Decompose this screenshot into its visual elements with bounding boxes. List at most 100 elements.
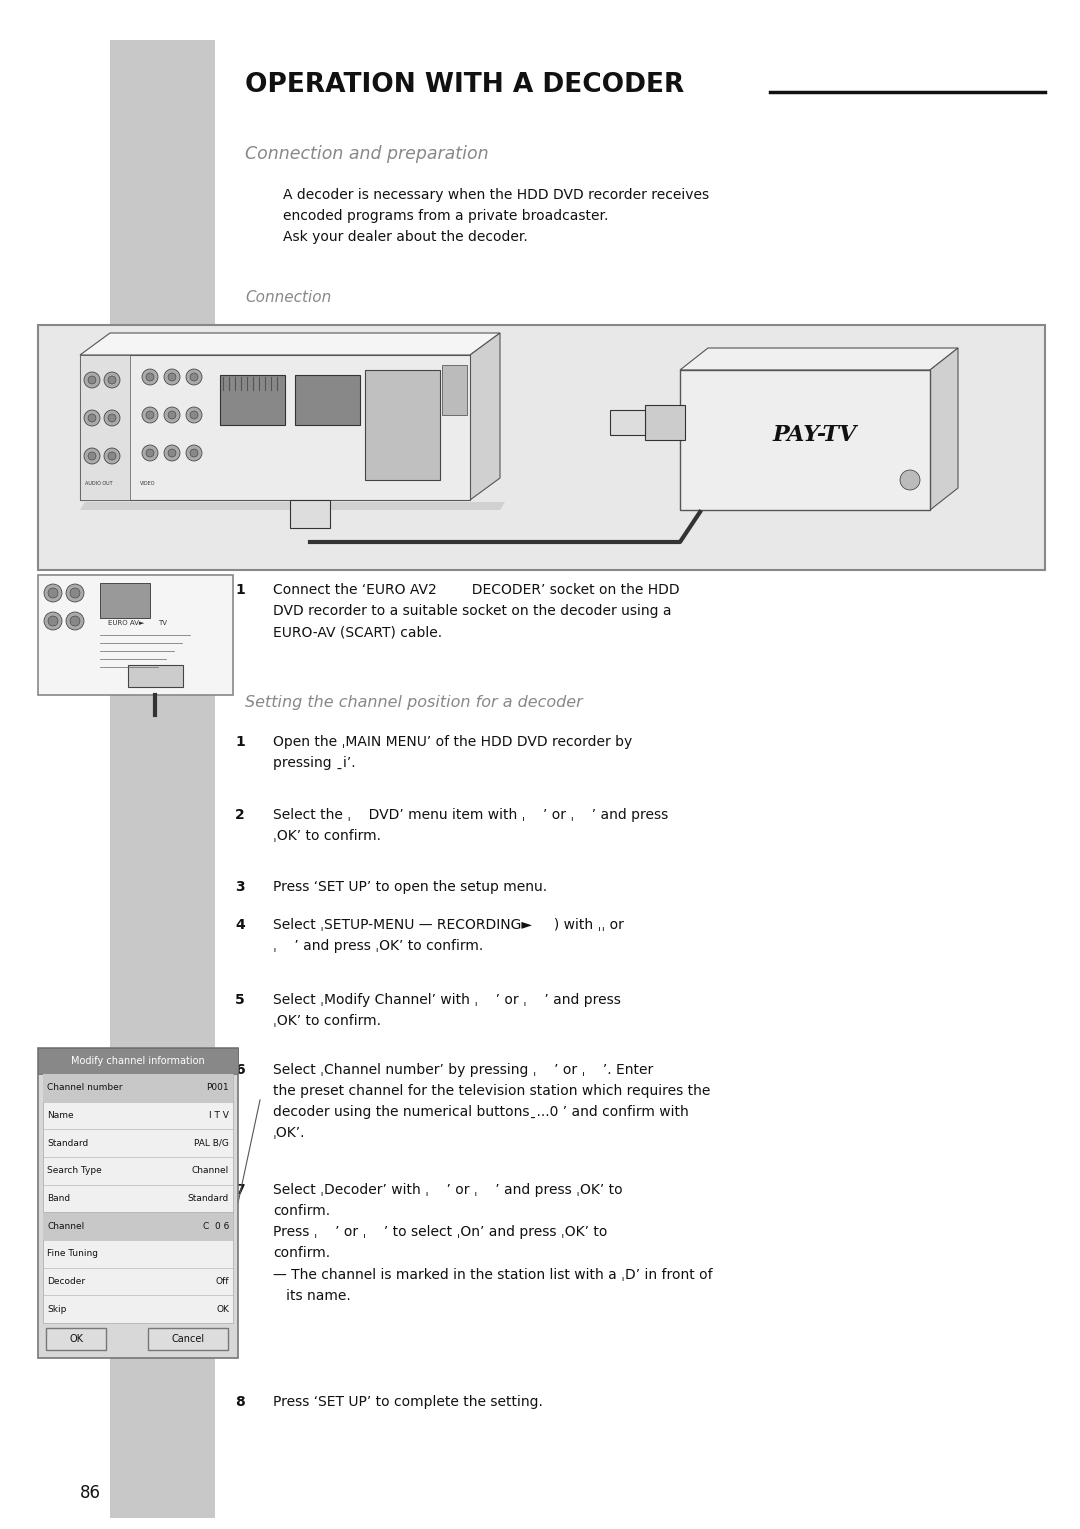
Text: Off: Off [216,1277,229,1286]
FancyBboxPatch shape [43,1212,233,1240]
Text: PAY-TV: PAY-TV [773,424,858,446]
Circle shape [141,407,158,424]
Circle shape [87,376,96,384]
FancyBboxPatch shape [365,370,440,480]
FancyBboxPatch shape [680,370,930,511]
Text: P001: P001 [206,1084,229,1092]
FancyBboxPatch shape [38,1047,238,1358]
Circle shape [146,373,154,381]
FancyBboxPatch shape [110,618,215,1518]
Text: Select ˌSETUP-MENU — RECORDING►     ) with ˌˌ or
ˌ    ʼ and press ˌOKʼ to confir: Select ˌSETUP-MENU — RECORDING► ) with ˌ… [273,917,624,953]
Circle shape [146,411,154,419]
Circle shape [70,589,80,598]
Circle shape [70,616,80,625]
Circle shape [168,373,176,381]
Text: Select ˌChannel numberʼ by pressing ˌ    ʼ or ˌ    ʼ. Enter
the preset channel f: Select ˌChannel numberʼ by pressing ˌ ʼ … [273,1063,711,1141]
Text: 2: 2 [235,807,245,823]
Text: Select ˌDecoderʼ with ˌ    ʼ or ˌ    ʼ and press ˌOKʼ to
confirm.
Press ˌ    ʼ o: Select ˌDecoderʼ with ˌ ʼ or ˌ ʼ and pre… [273,1183,713,1303]
Circle shape [66,584,84,602]
Circle shape [186,368,202,385]
Text: Decoder: Decoder [48,1277,85,1286]
Text: OPERATION WITH A DECODER: OPERATION WITH A DECODER [245,72,685,98]
Text: Standard: Standard [48,1139,89,1148]
Text: C  0 6: C 0 6 [203,1222,229,1231]
Circle shape [104,410,120,427]
Circle shape [186,445,202,462]
Text: 5: 5 [235,992,245,1008]
FancyBboxPatch shape [43,1073,233,1323]
FancyBboxPatch shape [110,40,215,540]
Polygon shape [930,349,958,511]
Circle shape [190,373,198,381]
Circle shape [164,445,180,462]
Circle shape [84,448,100,463]
Circle shape [44,612,62,630]
Circle shape [84,410,100,427]
Circle shape [164,368,180,385]
Circle shape [48,589,58,598]
Text: 7: 7 [235,1183,245,1197]
Circle shape [48,616,58,625]
FancyBboxPatch shape [148,1329,228,1350]
Text: 6: 6 [235,1063,245,1076]
Text: I T V: I T V [210,1112,229,1121]
Text: Open the ˌMAIN MENUʼ of the HDD DVD recorder by
pressing ˍiʼ.: Open the ˌMAIN MENUʼ of the HDD DVD reco… [273,735,632,771]
FancyBboxPatch shape [442,365,467,414]
Circle shape [104,372,120,388]
Text: 4: 4 [235,917,245,933]
FancyBboxPatch shape [645,405,685,440]
Text: A decoder is necessary when the HDD DVD recorder receives
encoded programs from : A decoder is necessary when the HDD DVD … [283,188,710,245]
Text: OK: OK [216,1304,229,1313]
FancyBboxPatch shape [291,500,330,528]
Circle shape [146,450,154,457]
Text: TV: TV [158,619,167,625]
Text: Connection and preparation: Connection and preparation [245,145,488,164]
FancyBboxPatch shape [295,375,360,425]
Text: EURO AV►: EURO AV► [108,619,145,625]
Text: 8: 8 [235,1394,245,1410]
Text: Fine Tuning: Fine Tuning [48,1249,98,1258]
Circle shape [66,612,84,630]
Circle shape [900,469,920,489]
Circle shape [141,368,158,385]
Circle shape [190,411,198,419]
FancyBboxPatch shape [43,1073,233,1102]
Text: Connect the ‘EURO AV2        DECODER’ socket on the HDD
DVD recorder to a suitab: Connect the ‘EURO AV2 DECODER’ socket on… [273,583,679,639]
Circle shape [168,411,176,419]
Circle shape [87,453,96,460]
Text: Connection: Connection [245,291,332,304]
Circle shape [168,450,176,457]
Text: Cancel: Cancel [172,1333,204,1344]
Circle shape [190,450,198,457]
FancyBboxPatch shape [610,410,645,434]
Text: Modify channel information: Modify channel information [71,1057,205,1066]
Circle shape [108,414,116,422]
Text: 3: 3 [235,881,245,894]
FancyBboxPatch shape [38,326,1045,570]
Polygon shape [470,333,500,500]
Polygon shape [680,349,958,370]
FancyBboxPatch shape [80,355,470,500]
Text: VIDEO: VIDEO [140,482,156,486]
Text: Select the ˌ    DVDʼ menu item with ˌ    ʼ or ˌ    ʼ and press
ˌOKʼ to confirm.: Select the ˌ DVDʼ menu item with ˌ ʼ or … [273,807,669,842]
Text: AUDIO OUT: AUDIO OUT [85,482,112,486]
Text: Select ˌModify Channelʼ with ˌ    ʼ or ˌ    ʼ and press
ˌOKʼ to confirm.: Select ˌModify Channelʼ with ˌ ʼ or ˌ ʼ … [273,992,621,1027]
Text: 1: 1 [235,583,245,596]
FancyBboxPatch shape [129,665,183,687]
FancyBboxPatch shape [46,1329,106,1350]
Text: Channel number: Channel number [48,1084,122,1092]
Circle shape [108,453,116,460]
Text: Name: Name [48,1112,73,1121]
Text: Setting the channel position for a decoder: Setting the channel position for a decod… [245,696,583,709]
Text: 86: 86 [80,1485,102,1501]
Text: Standard: Standard [188,1194,229,1203]
Text: Press ‘SET UP’ to complete the setting.: Press ‘SET UP’ to complete the setting. [273,1394,543,1410]
Text: Search Type: Search Type [48,1167,102,1176]
Text: Channel: Channel [192,1167,229,1176]
Text: Channel: Channel [48,1222,84,1231]
FancyBboxPatch shape [220,375,285,425]
Circle shape [104,448,120,463]
Text: Band: Band [48,1194,70,1203]
Circle shape [108,376,116,384]
Polygon shape [80,333,500,355]
